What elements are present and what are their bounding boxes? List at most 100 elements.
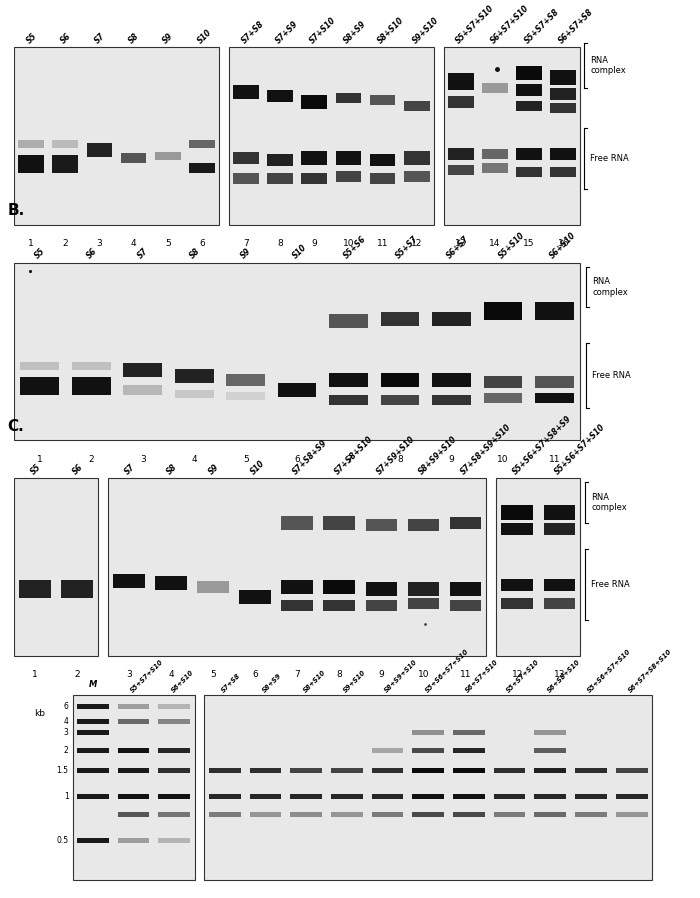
Bar bbox=[155, 153, 181, 160]
Text: S8: S8 bbox=[164, 462, 178, 476]
Bar bbox=[209, 812, 241, 816]
Text: 9: 9 bbox=[312, 239, 317, 248]
Bar bbox=[494, 812, 526, 816]
Bar bbox=[404, 172, 430, 181]
Bar bbox=[365, 582, 397, 596]
Text: 1: 1 bbox=[28, 239, 34, 248]
Bar bbox=[118, 719, 150, 724]
Bar bbox=[484, 302, 522, 321]
Text: 6: 6 bbox=[199, 239, 205, 248]
Text: S8+S10: S8+S10 bbox=[302, 668, 327, 693]
Text: S5+S6+S7+S10: S5+S6+S7+S10 bbox=[553, 422, 607, 476]
Text: S5+S6: S5+S6 bbox=[342, 234, 368, 260]
Bar bbox=[433, 395, 471, 405]
Bar bbox=[77, 704, 108, 709]
Bar bbox=[550, 102, 576, 113]
Bar bbox=[233, 84, 259, 99]
Bar bbox=[517, 167, 542, 178]
Bar bbox=[330, 373, 368, 387]
Bar bbox=[158, 748, 190, 753]
Text: S7: S7 bbox=[122, 462, 136, 476]
Text: S9+S10: S9+S10 bbox=[342, 668, 368, 693]
Text: 1: 1 bbox=[37, 454, 43, 463]
Text: 9: 9 bbox=[449, 454, 454, 463]
Bar bbox=[444, 47, 580, 224]
Text: S8+S10: S8+S10 bbox=[377, 15, 406, 45]
Text: S6+S10: S6+S10 bbox=[170, 668, 195, 693]
Bar bbox=[267, 90, 293, 101]
Bar bbox=[550, 167, 576, 178]
Bar bbox=[331, 768, 363, 772]
Bar bbox=[372, 812, 403, 816]
Bar bbox=[267, 154, 293, 166]
Bar bbox=[281, 515, 313, 530]
Bar bbox=[14, 262, 580, 441]
Bar bbox=[412, 812, 444, 816]
Text: S6: S6 bbox=[85, 247, 99, 260]
Bar bbox=[365, 519, 397, 531]
Bar bbox=[302, 151, 327, 165]
Bar bbox=[453, 748, 485, 753]
Text: Free RNA: Free RNA bbox=[591, 580, 630, 589]
Text: S10: S10 bbox=[195, 28, 214, 45]
Text: A.: A. bbox=[8, 0, 25, 3]
Text: 3: 3 bbox=[126, 670, 132, 679]
Text: 4: 4 bbox=[131, 239, 136, 248]
Text: S5+S6+S7+S8+S9: S5+S6+S7+S8+S9 bbox=[511, 414, 573, 476]
Text: S5+S6+S7+S10: S5+S6+S7+S10 bbox=[587, 647, 632, 693]
Bar bbox=[536, 393, 574, 403]
Bar bbox=[233, 173, 259, 183]
Bar bbox=[335, 92, 361, 102]
Bar bbox=[197, 581, 229, 594]
Bar bbox=[335, 151, 361, 165]
Bar bbox=[534, 794, 566, 799]
Bar bbox=[158, 704, 190, 709]
Bar bbox=[544, 598, 575, 609]
Bar bbox=[118, 838, 150, 843]
Bar bbox=[209, 794, 241, 799]
Bar bbox=[433, 313, 471, 326]
Bar bbox=[18, 155, 44, 173]
Text: S7+S8: S7+S8 bbox=[239, 19, 265, 45]
Text: S7+S8+S9+S10: S7+S8+S9+S10 bbox=[459, 422, 513, 476]
Text: 4: 4 bbox=[168, 670, 174, 679]
Bar bbox=[77, 719, 108, 724]
Text: 13: 13 bbox=[554, 670, 565, 679]
Text: 4: 4 bbox=[191, 454, 197, 463]
Text: S8: S8 bbox=[188, 247, 202, 260]
Text: 4: 4 bbox=[64, 718, 69, 726]
Text: RNA
complex: RNA complex bbox=[590, 56, 626, 75]
Bar bbox=[501, 598, 533, 609]
Bar bbox=[449, 582, 481, 596]
Bar bbox=[87, 143, 112, 157]
Text: 2: 2 bbox=[64, 746, 69, 755]
Text: 10: 10 bbox=[418, 670, 429, 679]
Text: S7: S7 bbox=[93, 31, 107, 45]
Bar bbox=[501, 523, 533, 535]
Bar bbox=[158, 719, 190, 724]
Text: S8+S9: S8+S9 bbox=[261, 672, 283, 693]
Bar bbox=[407, 582, 439, 596]
Bar bbox=[496, 479, 580, 656]
Text: S8+S9+S10: S8+S9+S10 bbox=[384, 658, 419, 693]
Bar bbox=[544, 579, 575, 592]
Text: 6: 6 bbox=[294, 454, 300, 463]
Text: S7+S9: S7+S9 bbox=[274, 19, 300, 45]
Bar bbox=[52, 155, 78, 173]
Bar bbox=[494, 768, 526, 772]
Bar bbox=[330, 395, 368, 405]
Text: 7: 7 bbox=[243, 239, 248, 248]
Bar bbox=[575, 812, 607, 816]
Text: 1.5: 1.5 bbox=[57, 766, 69, 775]
Text: kb: kb bbox=[34, 709, 46, 718]
Text: S6+S8+S10: S6+S8+S10 bbox=[546, 658, 581, 693]
Bar bbox=[517, 84, 542, 96]
Bar bbox=[331, 794, 363, 799]
Bar bbox=[449, 601, 481, 611]
Bar bbox=[372, 768, 403, 772]
Text: 14: 14 bbox=[489, 239, 500, 248]
Text: S7+S9+S10: S7+S9+S10 bbox=[375, 435, 416, 476]
Bar bbox=[72, 377, 111, 395]
Text: S5+S7+S10: S5+S7+S10 bbox=[505, 658, 540, 693]
Bar bbox=[501, 579, 533, 592]
